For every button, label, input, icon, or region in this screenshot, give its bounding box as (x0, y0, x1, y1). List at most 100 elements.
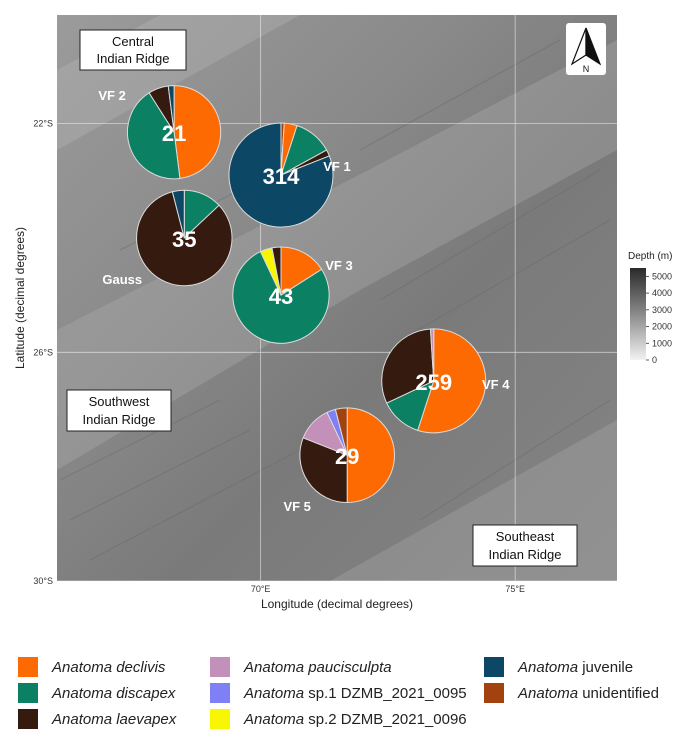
legend-swatch (18, 683, 38, 703)
legend-swatch (210, 657, 230, 677)
pie-total-label: 43 (269, 284, 293, 309)
legend-epithet: discapex (112, 684, 176, 702)
pie-vf-2: 21 (127, 85, 222, 180)
site-label: VF 5 (283, 499, 310, 514)
legend-item-laevapex: Anatoma laevapex (18, 709, 176, 729)
legend-epithet: laevapex (112, 710, 177, 728)
legend-label: Anatoma unidentified (518, 685, 659, 702)
depth-tick-label: 2000 (652, 322, 672, 332)
depth-tick-label: 1000 (652, 338, 672, 348)
pie-slice-discapex (127, 92, 181, 180)
legend-swatch (484, 657, 504, 677)
legend-label: Anatoma declivis (52, 659, 165, 676)
ridge-label-southwest-line1: Southwest (89, 394, 150, 409)
depth-colorbar (630, 268, 646, 360)
pie-slice-laevapex (271, 246, 282, 296)
site-label: VF 2 (98, 88, 125, 103)
legend-label: Anatoma juvenile (518, 659, 633, 676)
pie-total-label: 35 (172, 227, 196, 252)
legend-swatch (18, 709, 38, 729)
legend-epithet: juvenile (578, 658, 634, 676)
legend-genus: Anatoma (518, 658, 579, 676)
pie-slice-paucisculpta (429, 328, 435, 381)
legend-swatch (18, 657, 38, 677)
legend-item-paucisculpta: Anatoma paucisculpta (210, 657, 392, 677)
legend-label: Anatoma paucisculpta (244, 659, 392, 676)
pie-slice-unidentified (334, 407, 348, 456)
site-label: VF 4 (482, 377, 510, 392)
site-label: Gauss (102, 272, 142, 287)
legend-genus: Anatoma (244, 684, 305, 702)
legend-epithet: unidentified (578, 684, 659, 702)
depth-legend-title: Depth (m) (628, 251, 672, 262)
pie-vf-5: 29 (299, 407, 395, 504)
legend-item-unidentified: Anatoma unidentified (484, 683, 659, 703)
pie-vf-1: 314 (228, 122, 334, 228)
legend-swatch (484, 683, 504, 703)
north-arrow-label: N (583, 64, 590, 74)
x-tick-label: 70°E (251, 584, 271, 594)
pie-slice-laevapex (136, 191, 233, 287)
y-axis-label: Latitude (decimal degrees) (13, 227, 27, 369)
pie-slice-laevapex (299, 437, 348, 504)
ridge-label-southwest-line2: Indian Ridge (83, 412, 156, 427)
legend-label: Anatoma laevapex (52, 711, 176, 728)
legend-epithet: sp.1 DZMB_2021_0095 (304, 684, 467, 702)
pie-vf-4: 259 (381, 328, 487, 434)
legend-epithet: paucisculpta (304, 658, 392, 676)
pie-slice-laevapex (381, 328, 435, 404)
ridge-label-southwest: Southwest Indian Ridge (66, 389, 172, 432)
pie-total-label: 29 (335, 444, 359, 469)
site-label: VF 3 (325, 258, 352, 273)
pie-slice-juvenile (171, 189, 185, 239)
depth-tick-label: 4000 (652, 288, 672, 298)
site-label: VF 1 (323, 159, 350, 174)
legend-genus: Anatoma (244, 710, 305, 728)
legend-label: Anatoma sp.1 DZMB_2021_0095 (244, 685, 467, 702)
y-axis-ticks: 22°S 26°S 30°S (33, 119, 53, 586)
y-tick-label: 26°S (33, 347, 53, 357)
pie-slice-declivis (346, 407, 395, 504)
legend-item-declivis: Anatoma declivis (18, 657, 165, 677)
pie-total-label: 21 (162, 121, 186, 146)
legend-genus: Anatoma (518, 684, 579, 702)
legend-item-sp1: Anatoma sp.1 DZMB_2021_0095 (210, 683, 467, 703)
depth-tick-label: 3000 (652, 305, 672, 315)
legend-item-discapex: Anatoma discapex (18, 683, 175, 703)
legend-genus: Anatoma (244, 658, 305, 676)
ridge-label-central: Central Indian Ridge (79, 29, 187, 71)
depth-tick-label: 5000 (652, 271, 672, 281)
y-tick-label: 22°S (33, 119, 53, 129)
legend-label: Anatoma sp.2 DZMB_2021_0096 (244, 711, 467, 728)
legend-swatch (210, 683, 230, 703)
legend-genus: Anatoma (52, 710, 113, 728)
depth-legend-ticks: 5000 4000 3000 2000 1000 0 (646, 271, 672, 365)
pie-gauss: 35 (136, 189, 233, 287)
x-axis-label: Longitude (decimal degrees) (261, 597, 413, 611)
y-tick-label: 30°S (33, 576, 53, 586)
pie-total-label: 314 (263, 164, 300, 189)
legend-genus: Anatoma (52, 684, 113, 702)
pie-vf-3: 43 (232, 246, 330, 344)
legend-epithet: declivis (112, 658, 166, 676)
pie-slice-juvenile (228, 122, 334, 228)
north-arrow: N (566, 23, 606, 75)
legend-item-sp2: Anatoma sp.2 DZMB_2021_0096 (210, 709, 467, 729)
x-tick-label: 75°E (505, 584, 525, 594)
pie-slice-discapex (232, 250, 330, 344)
depth-tick-label: 0 (652, 355, 657, 365)
ridge-label-southeast: Southeast Indian Ridge (472, 524, 578, 567)
legend-label: Anatoma discapex (52, 685, 175, 702)
north-arrow-icon-right (585, 27, 602, 66)
pie-slice-declivis (280, 246, 323, 297)
pie-slice-declivis (417, 328, 487, 434)
ridge-label-central-line2: Indian Ridge (97, 51, 170, 66)
depth-legend: Depth (m) 5000 4000 3000 2000 1000 0 (628, 251, 672, 365)
pie-charts: 21 314 35 43 259 29 VF 2 VF 1 Gauss VF 3 VF 4 VF 5 (98, 85, 510, 514)
legend-item-juvenile: Anatoma juvenile (484, 657, 633, 677)
ridge-label-southeast-line2: Indian Ridge (489, 547, 562, 562)
pie-total-label: 259 (415, 370, 452, 395)
legend-epithet: sp.2 DZMB_2021_0096 (304, 710, 467, 728)
legend-genus: Anatoma (52, 658, 113, 676)
